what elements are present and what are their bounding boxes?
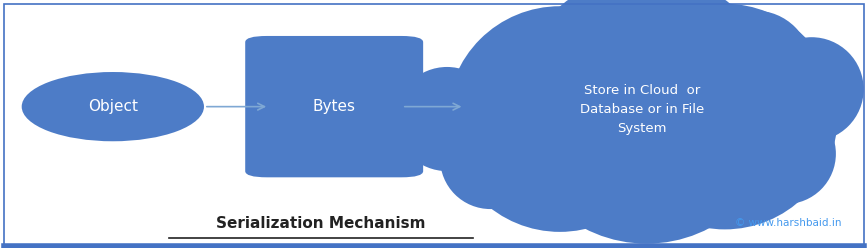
Ellipse shape <box>556 3 668 116</box>
Text: © www.harshbaid.in: © www.harshbaid.in <box>735 218 842 228</box>
Ellipse shape <box>629 0 742 111</box>
Ellipse shape <box>612 4 838 229</box>
Text: Store in Cloud  or
Database or in File
System: Store in Cloud or Database or in File Sy… <box>580 84 705 135</box>
Ellipse shape <box>447 6 673 232</box>
Text: Serialization Mechanism: Serialization Mechanism <box>216 216 426 231</box>
Ellipse shape <box>395 67 499 171</box>
Ellipse shape <box>760 37 864 141</box>
Text: Object: Object <box>88 99 138 114</box>
Ellipse shape <box>486 18 599 131</box>
FancyBboxPatch shape <box>245 36 424 177</box>
Ellipse shape <box>699 10 812 124</box>
Ellipse shape <box>22 72 204 141</box>
Text: Bytes: Bytes <box>312 99 356 114</box>
Ellipse shape <box>538 121 634 216</box>
Ellipse shape <box>440 108 541 209</box>
Ellipse shape <box>640 118 740 219</box>
Ellipse shape <box>735 103 836 204</box>
Ellipse shape <box>512 0 781 244</box>
